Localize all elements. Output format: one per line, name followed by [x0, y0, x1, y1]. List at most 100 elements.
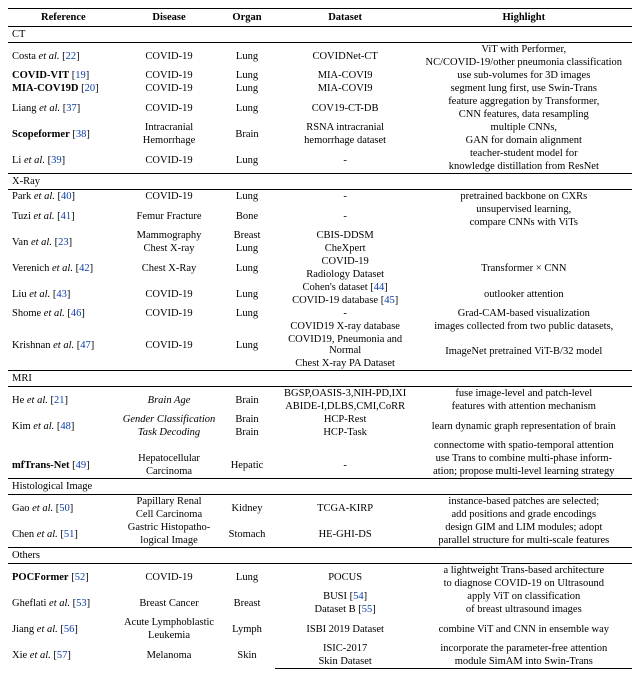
cell-disease: Hepatocellular	[119, 452, 220, 465]
ref-text: Costa	[12, 51, 39, 62]
table-row: Liu et al. [43] COVID-19 Lung Cohen's da…	[8, 281, 632, 294]
table-row: COVID-VIT [19] COVID-19 Lung MIA-COVI9 u…	[8, 69, 632, 82]
ref-text: Jiang	[12, 624, 37, 635]
cell-highlight: outlooker attention	[416, 281, 632, 307]
section-mri: MRI	[8, 371, 632, 387]
cell-dataset: COVID19 X-ray database	[275, 320, 416, 333]
cite-link[interactable]: 51	[64, 529, 75, 540]
cell-dataset: MIA-COVI9	[275, 69, 416, 82]
cell-organ: Breast	[219, 229, 274, 242]
cite-link[interactable]: 40	[61, 191, 72, 202]
ref-ital: et al.	[30, 650, 51, 661]
cite-link[interactable]: 23	[58, 237, 69, 248]
cell-dataset: ABIDE-I,DLBS,CMI,CoRR	[275, 400, 416, 413]
cell-dataset: COV19-CT-DB	[275, 95, 416, 121]
section-xray: X-Ray	[8, 174, 632, 190]
cell-dataset: BGSP,OASIS-3,NIH-PD,IXI	[275, 387, 416, 401]
cite-link[interactable]: 45	[384, 295, 395, 306]
cite-link[interactable]: 21	[54, 395, 65, 406]
cell-dataset: CheXpert	[275, 242, 416, 255]
section-hist-text: Histological Image	[12, 481, 92, 492]
ref-ital: et al.	[29, 289, 50, 300]
cell-dataset: hemorrhage dataset	[275, 134, 416, 147]
cite-link[interactable]: 37	[66, 103, 77, 114]
cell-disease: Femur Fracture	[119, 203, 220, 229]
cell-dataset: -	[275, 452, 416, 479]
cite-link[interactable]: 39	[51, 155, 62, 166]
cite-link[interactable]: 19	[75, 70, 86, 81]
cell-highlight: incorporate the parameter-free attention	[416, 642, 632, 655]
cell-highlight: ation; propose multi-level learning stra…	[416, 465, 632, 479]
cell-disease: COVID-19	[119, 43, 220, 70]
table-row: Park et al. [40] COVID-19 Lung - pretrai…	[8, 190, 632, 204]
table-row: mfTrans-Net [49] Hepatocellular Hepatic …	[8, 452, 632, 465]
cite-link[interactable]: 52	[75, 572, 86, 583]
ref-text: He	[12, 395, 27, 406]
cell-organ: Brain	[219, 413, 274, 426]
cell-disease: COVID-19	[119, 147, 220, 174]
cite-link[interactable]: 57	[57, 650, 68, 661]
ref-text: Verenich	[12, 263, 52, 274]
cell-highlight: features with attention mechanism	[416, 400, 632, 413]
cell-dataset: HE-GHI-DS	[275, 521, 416, 548]
table-row: Tuzi et al. [41] Femur Fracture Bone - u…	[8, 203, 632, 216]
cell-highlight: connectome with spatio-temporal attentio…	[416, 439, 632, 452]
cell-dataset: ISIC-2017	[275, 642, 416, 655]
cell-organ: Lymph	[219, 616, 274, 642]
cite-link[interactable]: 47	[80, 340, 91, 351]
cite-link[interactable]: 55	[362, 604, 373, 615]
cite-link[interactable]: 42	[79, 263, 90, 274]
cell-organ: Stomach	[219, 521, 274, 548]
cell-highlight: instance-based patches are selected;	[416, 495, 632, 509]
cell-highlight: of breast ultrasound images	[416, 603, 632, 616]
cell-dataset: Cohen's dataset	[302, 282, 367, 293]
ref-ital: et al.	[32, 503, 53, 514]
cell-organ: Lung	[219, 190, 274, 204]
cell-disease: COVID-19	[119, 320, 220, 371]
cite-link[interactable]: 50	[59, 503, 70, 514]
cell-disease: Leukemia	[119, 629, 220, 642]
cell-dataset: -	[275, 147, 416, 174]
cell-organ: Lung	[219, 255, 274, 281]
cell-highlight: fuse image-level and patch-level	[416, 387, 632, 401]
cell-highlight: a lightweight Trans-based architecture	[416, 564, 632, 578]
cell-dataset: COVID-19 database	[292, 295, 378, 306]
cell-organ: Kidney	[219, 495, 274, 522]
cell-dataset: COVID-19	[275, 255, 416, 268]
cite-link[interactable]: 46	[71, 308, 82, 319]
cite-link[interactable]: 41	[61, 211, 72, 222]
cell-highlight: multiple CNNs,	[416, 121, 632, 134]
cell-dataset: Chest X-ray PA Dataset	[275, 357, 416, 371]
cell-disease: Gastric Histopatho-	[119, 521, 220, 534]
ref-text: Krishnan	[12, 340, 53, 351]
cell-organ: Lung	[219, 242, 274, 255]
cell-organ: Lung	[219, 307, 274, 320]
ref-text: Gao	[12, 503, 32, 514]
ref-ital: et al.	[24, 155, 45, 166]
cite-link[interactable]: 43	[56, 289, 67, 300]
section-ct: CT	[8, 27, 632, 43]
cite-link[interactable]: 44	[374, 282, 385, 293]
cell-highlight: pretrained backbone on CXRs	[416, 190, 632, 204]
ref-text: Kim	[12, 421, 33, 432]
cite-link[interactable]: 22	[66, 51, 77, 62]
cell-disease: Chest X-ray	[119, 242, 220, 255]
cell-dataset: Radiology Dataset	[275, 268, 416, 281]
table-row: Liang et al. [37] COVID-19 Lung COV19-CT…	[8, 95, 632, 108]
cell-highlight: feature aggregation by Transformer,	[416, 95, 632, 108]
cite-link[interactable]: 54	[353, 591, 364, 602]
cell-dataset: HCP-Task	[275, 426, 416, 439]
cell-disease: Mammography	[119, 229, 220, 242]
cite-link[interactable]: 48	[60, 421, 71, 432]
cite-link[interactable]: 53	[76, 598, 87, 609]
table-row: Verenich et al. [42] Chest X-Ray Lung CO…	[8, 255, 632, 268]
cell-organ: Lung	[219, 69, 274, 82]
cite-link[interactable]: 56	[64, 624, 75, 635]
cell-dataset: -	[275, 307, 416, 320]
cite-link[interactable]: 49	[76, 460, 87, 471]
cite-link[interactable]: 38	[76, 129, 87, 140]
cell-organ: Breast	[219, 590, 274, 616]
cell-highlight: add positions and grade encodings	[416, 508, 632, 521]
ref-text: Liu	[12, 289, 29, 300]
cite-link[interactable]: 20	[85, 83, 96, 94]
